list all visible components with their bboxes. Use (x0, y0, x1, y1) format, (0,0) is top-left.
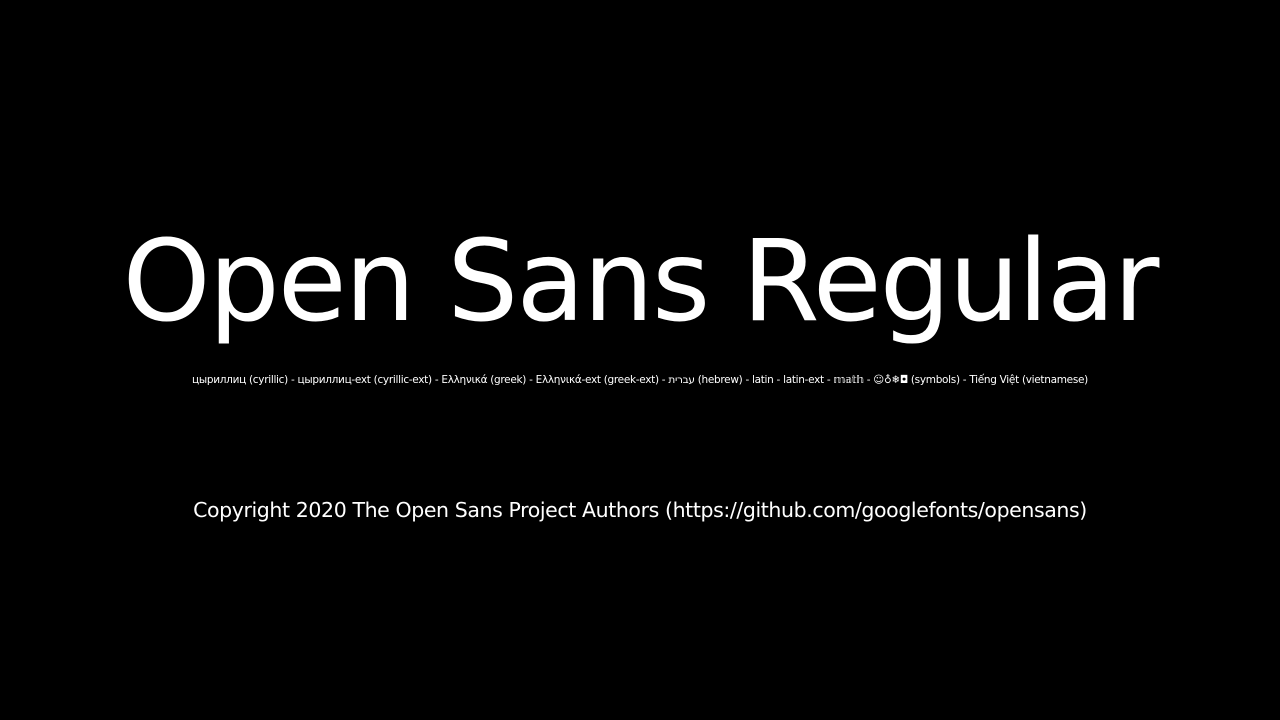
supported-subsets-line: цыриллиц (cyrillic) - цыриллиц-ext (cyri… (192, 374, 1088, 386)
font-name-title: Open Sans Regular (122, 217, 1160, 347)
copyright-notice: Copyright 2020 The Open Sans Project Aut… (193, 498, 1087, 522)
